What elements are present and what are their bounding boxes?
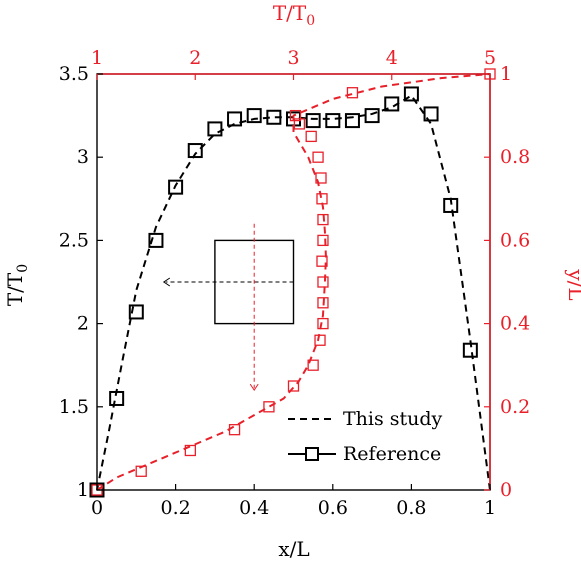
- right-axis-title: y/L: [564, 268, 581, 300]
- series-1-marker: [227, 111, 243, 127]
- series-1-marker: [423, 106, 439, 122]
- left-tick-label: 2.5: [59, 229, 89, 251]
- series-3-marker: [316, 193, 328, 205]
- right-tick-label: 1: [500, 63, 512, 85]
- right-tick-label: 0.8: [500, 146, 530, 168]
- series-1-marker: [305, 113, 321, 129]
- tick-layer: 0 0.2 0.4 0.6 0.8 111.522.533.51 2 3 4 500.20.40.…: [59, 47, 530, 519]
- series-1-marker: [364, 108, 380, 124]
- series-3-marker: [263, 401, 275, 413]
- series-3-marker: [346, 87, 359, 99]
- series-3-marker: [135, 465, 147, 477]
- left-tick-label: 2: [77, 313, 89, 335]
- series-3-marker: [289, 109, 302, 122]
- series-3-marker: [315, 172, 327, 184]
- legend-label-this-study: This study: [343, 408, 443, 430]
- bottom-tick-label: 0.4: [239, 497, 269, 519]
- legend-reference-swatch-marker: [305, 447, 319, 461]
- bottom-tick-label: 1: [484, 497, 496, 519]
- series-3-marker: [317, 317, 329, 330]
- series-3-marker: [293, 118, 306, 130]
- legend-label-reference: Reference: [343, 443, 441, 465]
- series-1-marker: [462, 342, 478, 358]
- right-tick-label: 0: [500, 479, 512, 501]
- legend: This study Reference: [288, 408, 443, 465]
- series-3-marker: [305, 130, 317, 143]
- series-1-marker: [403, 86, 419, 102]
- bottom-tick-label: 0.6: [318, 497, 348, 519]
- series-3-marker: [317, 213, 329, 226]
- left-tick-label: 3: [77, 146, 89, 168]
- series-3-marker: [317, 234, 329, 247]
- top-tick-label: 3: [287, 47, 299, 69]
- series-1-marker: [109, 390, 125, 406]
- x-axis-title: x/L: [278, 537, 309, 561]
- series-2-line: [96, 73, 491, 491]
- top-tick-label: 1: [91, 47, 103, 69]
- series-1-marker: [207, 121, 223, 137]
- top-axis-title: T/T0: [273, 1, 315, 29]
- series-3-marker: [317, 276, 329, 288]
- series-3-marker: [307, 359, 319, 371]
- series-1-marker: [443, 197, 459, 213]
- bottom-tick-label: 0.8: [396, 497, 426, 519]
- series-3-marker: [317, 297, 329, 309]
- series-1-marker: [168, 179, 184, 195]
- bottom-tick-label: 0.2: [160, 497, 190, 519]
- series-layer: [89, 68, 496, 498]
- series-1-marker: [266, 109, 282, 125]
- series-1-marker: [344, 113, 360, 129]
- right-tick-label: 0.2: [500, 396, 530, 418]
- right-tick-label: 0.6: [500, 229, 530, 251]
- annotation-arrow-down-head: [249, 383, 259, 392]
- series-1-marker: [325, 113, 341, 129]
- left-axis-title: T/T0: [3, 264, 31, 306]
- series-0-line: [96, 94, 491, 491]
- top-tick-label: 2: [189, 47, 201, 69]
- left-tick-label: 1.5: [59, 396, 89, 418]
- left-tick-label: 1: [77, 479, 89, 501]
- series-1-marker: [128, 304, 144, 320]
- series-3-marker: [314, 334, 326, 346]
- top-tick-label: 5: [484, 47, 496, 69]
- right-tick-label: 0.4: [500, 313, 530, 335]
- series-1-marker: [246, 108, 262, 124]
- series-1-marker: [148, 232, 164, 248]
- bottom-tick-label: 0: [91, 497, 103, 519]
- left-tick-label: 3.5: [59, 63, 89, 85]
- series-1-marker: [384, 96, 400, 112]
- series-3-marker: [228, 424, 241, 436]
- series-3-marker: [184, 444, 196, 457]
- top-tick-label: 4: [386, 47, 398, 69]
- series-3-marker: [287, 380, 300, 392]
- series-3-marker: [316, 255, 328, 267]
- annotation-arrow-left-head: [162, 277, 171, 287]
- series-3-marker: [312, 151, 324, 163]
- series-1-marker: [187, 143, 203, 159]
- annotation-layer: [162, 223, 295, 392]
